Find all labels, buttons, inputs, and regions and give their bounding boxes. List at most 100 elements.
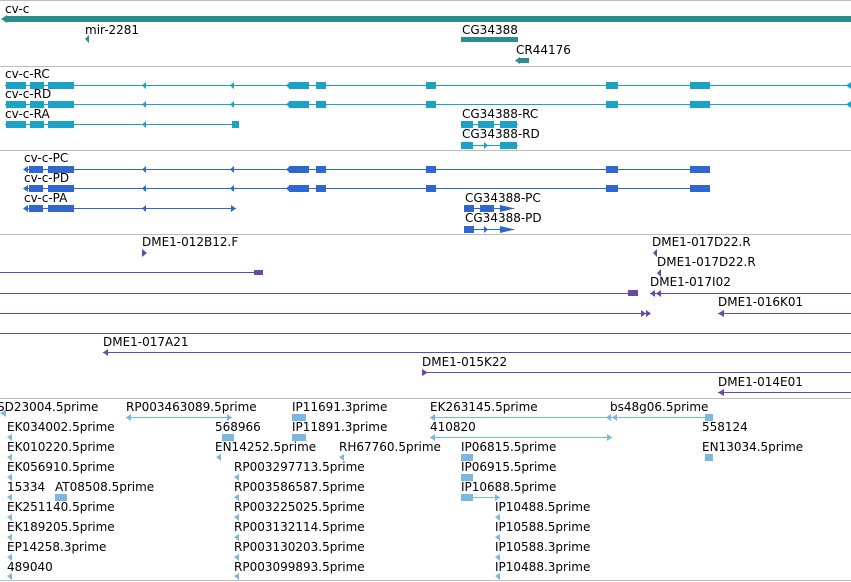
est-track: SD23004.5prime RP003463089.5prime IP1169… [0, 400, 803, 580]
bac-label-DME1-012B12.F: DME1-012B12.F [142, 235, 238, 249]
bac-label-DME1-015K22: DME1-015K22 [422, 355, 507, 369]
protein-cv-c-PA[interactable] [23, 205, 236, 212]
est-feature[interactable] [126, 414, 232, 421]
gene-label-CR44176: CR44176 [516, 43, 571, 57]
est-feature[interactable] [495, 554, 500, 561]
protein-label-CG34388-PD: CG34388-PD [465, 211, 542, 225]
rna-transcript-track: cv-c-RC cv-c-RD cv-c-RA CG34388-RC CG343… [5, 67, 851, 149]
est-feature[interactable] [7, 573, 12, 580]
est-feature[interactable] [495, 573, 500, 580]
est-feature[interactable] [222, 434, 234, 441]
gene-feature-CG34388[interactable] [461, 37, 518, 42]
est-feature[interactable] [234, 573, 239, 580]
est-label: 568966 [215, 420, 261, 434]
est-feature[interactable] [705, 454, 713, 461]
est-label: RP003099893.5prime [234, 560, 365, 574]
est-feature[interactable] [234, 494, 239, 501]
est-feature[interactable] [292, 434, 306, 441]
protein-CG34388-PD[interactable] [464, 226, 515, 233]
est-feature[interactable] [430, 434, 612, 441]
gene-feature-mir-2281[interactable] [85, 35, 89, 43]
est-label: RP003130203.5prime [234, 540, 365, 554]
est-feature[interactable] [7, 494, 12, 501]
transcript-CG34388-RC[interactable] [461, 121, 518, 128]
protein-label-cv-c-PD: cv-c-PD [24, 171, 69, 185]
est-label: IP06915.5prime [461, 460, 556, 474]
transcript-cv-c-RD[interactable] [5, 101, 851, 108]
bac-long-2[interactable] [0, 290, 638, 296]
est-label: EK056910.5prime [7, 460, 115, 474]
est-feature[interactable] [7, 554, 12, 561]
est-label: EK251140.5prime [7, 500, 115, 514]
est-feature[interactable] [234, 474, 239, 481]
est-label: RP003225025.5prime [234, 500, 365, 514]
bac-label-DME1-014E01: DME1-014E01 [718, 375, 803, 389]
bac-DME1-015K22[interactable] [422, 369, 851, 376]
est-feature[interactable] [234, 514, 239, 521]
est-feature[interactable] [430, 414, 713, 421]
est-feature[interactable] [55, 494, 67, 501]
gene-label-CG34388: CG34388 [462, 23, 518, 37]
bac-DME1-017D22.R[interactable] [653, 249, 657, 257]
est-label: IP10488.3prime [495, 560, 590, 574]
est-feature[interactable] [0, 410, 6, 417]
est-label: EN13034.5prime [702, 440, 803, 454]
protein-label-CG34388-PC: CG34388-PC [465, 191, 541, 205]
est-feature[interactable] [234, 534, 239, 541]
strand-arrow-icon [1, 15, 7, 23]
est-label: IP06815.5prime [461, 440, 556, 454]
bac-label-DME1-017A21: DME1-017A21 [103, 335, 189, 349]
bac-DME1-016K01[interactable] [718, 310, 851, 317]
est-label: IP10488.5prime [495, 500, 590, 514]
est-label: IP10588.5prime [495, 520, 590, 534]
est-label: RP003132114.5prime [234, 520, 365, 534]
gene-feature-cv-c[interactable] [6, 16, 851, 22]
transcript-CG34388-RD[interactable] [461, 142, 518, 149]
est-label: EK263145.5prime [430, 400, 538, 414]
est-label: SD23004.5prime [0, 400, 98, 414]
est-feature[interactable] [7, 514, 12, 521]
transcript-cv-c-RA[interactable] [5, 121, 239, 128]
bac-DME1-014E01[interactable] [718, 389, 851, 396]
est-feature[interactable] [339, 454, 344, 461]
transcript-label-cv-c-RC: cv-c-RC [5, 67, 50, 81]
strand-arrow-icon [515, 57, 520, 64]
bac-DME1-017A21[interactable] [103, 349, 851, 356]
bac-long-3[interactable] [0, 310, 651, 317]
bac-label-DME1-017D22.R: DME1-017D22.R [652, 235, 751, 249]
bac-label-DME1-016K01: DME1-016K01 [718, 295, 803, 309]
bac-DME1-017D22.R-2[interactable] [657, 269, 661, 277]
est-feature[interactable] [7, 434, 12, 441]
est-feature[interactable] [461, 474, 473, 481]
protein-cv-c-PD[interactable] [23, 185, 710, 192]
protein-CG34388-PC[interactable] [464, 205, 515, 212]
est-feature[interactable] [234, 554, 239, 561]
bac-DME1-012B12.F[interactable] [142, 249, 147, 257]
est-feature[interactable] [461, 494, 500, 501]
est-label: RH67760.5prime [339, 440, 441, 454]
bac-DME1-017I02[interactable] [650, 290, 851, 297]
est-feature[interactable] [7, 454, 12, 461]
transcript-label-cv-c-RA: cv-c-RA [5, 107, 50, 121]
est-label: 558124 [702, 420, 748, 434]
protein-cv-c-PC[interactable] [23, 166, 710, 173]
bac-long-1[interactable] [0, 270, 263, 275]
est-feature[interactable] [216, 454, 221, 461]
est-feature[interactable] [495, 534, 500, 541]
est-feature[interactable] [7, 534, 12, 541]
protein-label-cv-c-PC: cv-c-PC [24, 151, 68, 165]
est-label: EN14252.5prime [215, 440, 316, 454]
est-feature[interactable] [461, 454, 473, 461]
gene-feature-CR44176[interactable] [519, 58, 529, 63]
est-feature[interactable] [7, 474, 12, 481]
transcript-label-CG34388-RC: CG34388-RC [462, 107, 538, 121]
est-label: 410820 [430, 420, 476, 434]
est-feature[interactable] [292, 414, 306, 421]
est-label: 489040 [7, 560, 53, 574]
transcript-cv-c-RC[interactable] [5, 82, 851, 89]
bac-label-DME1-017D22.R-2: DME1-017D22.R [657, 255, 756, 269]
transcript-label-cv-c-RD: cv-c-RD [5, 87, 51, 101]
est-feature[interactable] [495, 514, 500, 521]
